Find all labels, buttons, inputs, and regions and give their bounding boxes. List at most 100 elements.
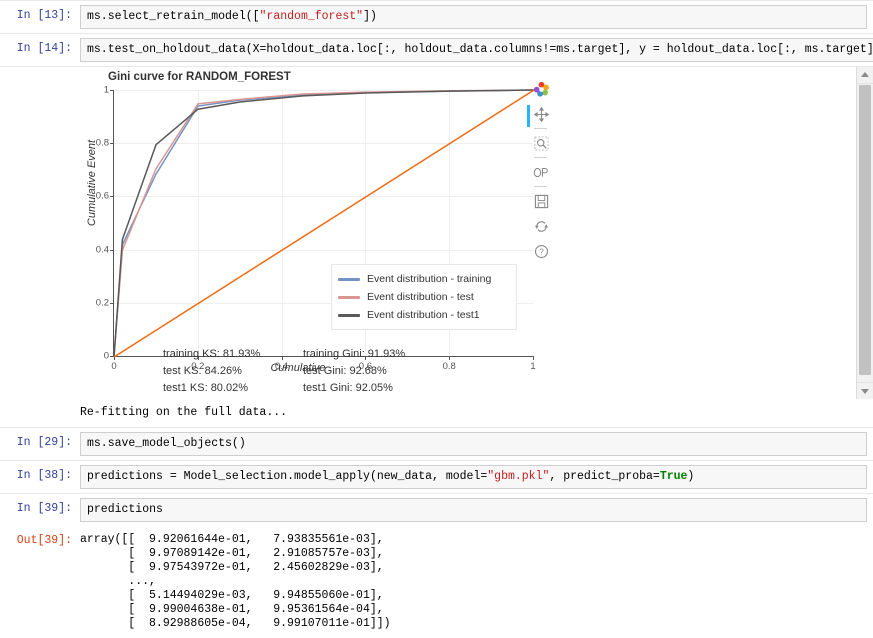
test-ks: test KS: 84.26% bbox=[163, 365, 242, 377]
y-tick-mark bbox=[110, 196, 114, 198]
y-tick-mark bbox=[110, 356, 114, 357]
x-tick-label: 0.4 bbox=[274, 361, 289, 372]
y-tick-mark bbox=[110, 249, 114, 251]
scroll-up-arrow-icon[interactable] bbox=[857, 67, 873, 84]
scroll-down-arrow-icon[interactable] bbox=[857, 382, 873, 399]
gridline-v bbox=[281, 90, 283, 356]
legend-item[interactable]: Event distribution - test1 bbox=[338, 306, 510, 324]
code-editor-13[interactable]: ms.select_retrain_model(["random_forest"… bbox=[80, 5, 867, 29]
x-tick-mark bbox=[281, 356, 283, 360]
chart-series-line bbox=[113, 89, 535, 358]
legend-label: Event distribution - test bbox=[367, 291, 474, 303]
input-area-39[interactable]: predictions bbox=[80, 498, 867, 522]
stream-output-text: Re-fitting on the full data... bbox=[80, 406, 288, 419]
chart-plot-area[interactable]: 0 0.2 0.4 0.6 0.8 1 0 0. bbox=[96, 85, 536, 373]
input-area-29[interactable]: ms.save_model_objects() bbox=[80, 432, 867, 456]
x-tick-mark bbox=[365, 356, 367, 360]
gridline-h bbox=[114, 90, 533, 91]
scrollbar-thumb[interactable] bbox=[859, 85, 871, 375]
gridline-v bbox=[197, 90, 199, 356]
chart-series-line bbox=[113, 89, 535, 358]
output-prompt-39: Out[39]: bbox=[16, 534, 72, 547]
active-tool-indicator bbox=[527, 105, 530, 127]
figure-output-cell: Gini curve for RANDOM_FOREST 0 bbox=[0, 66, 873, 399]
x-axis-label: Cumulative bbox=[270, 362, 326, 374]
x-tick-label: 0 bbox=[111, 361, 117, 372]
test1-ks: test1 KS: 80.02% bbox=[163, 382, 248, 394]
input-prompt-14: In [14]: bbox=[16, 42, 72, 55]
toolbar-divider bbox=[534, 157, 547, 158]
y-tick-mark bbox=[110, 302, 114, 304]
notebook-cell-in-39[interactable]: In [39]: predictions bbox=[0, 493, 873, 526]
y-tick-label: 1 bbox=[103, 84, 109, 96]
gini-curve-chart: Gini curve for RANDOM_FOREST 0 bbox=[78, 71, 549, 399]
legend-label: Event distribution - training bbox=[367, 273, 492, 285]
input-area-14[interactable]: ms.test_on_holdout_data(X=holdout_data.l… bbox=[80, 38, 873, 62]
legend-color-swatch bbox=[338, 277, 360, 281]
code-text: ) bbox=[687, 470, 695, 483]
legend-item[interactable]: Event distribution - test bbox=[338, 288, 510, 306]
chart-title: Gini curve for RANDOM_FOREST bbox=[108, 71, 291, 83]
stream-output-area: Re-fitting on the full data... bbox=[80, 403, 867, 423]
y-tick-label: 0.6 bbox=[95, 190, 109, 202]
test1-gini: test1 Gini: 92.05% bbox=[303, 382, 393, 394]
y-tick-label: 0.2 bbox=[95, 297, 109, 309]
training-ks: training KS: 81.93% bbox=[163, 348, 261, 360]
gridline-h bbox=[114, 249, 533, 251]
code-string-literal: "gbm.pkl" bbox=[487, 470, 550, 483]
move-icon[interactable] bbox=[530, 102, 552, 126]
x-tick-label: 0.2 bbox=[191, 361, 205, 372]
figure-scroll-viewport[interactable]: Gini curve for RANDOM_FOREST 0 bbox=[0, 67, 873, 399]
input-area-13[interactable]: ms.select_retrain_model(["random_forest"… bbox=[80, 5, 867, 29]
gridline-v bbox=[365, 90, 367, 356]
code-editor-29[interactable]: ms.save_model_objects() bbox=[80, 432, 867, 456]
x-tick-mark bbox=[533, 356, 534, 360]
gridline-h bbox=[114, 143, 533, 145]
notebook-cell-in-38[interactable]: In [38]: predictions = Model_selection.m… bbox=[0, 460, 873, 493]
toolbar-divider bbox=[534, 128, 547, 129]
refresh-icon[interactable] bbox=[530, 214, 552, 238]
legend-color-swatch bbox=[338, 295, 360, 299]
code-editor-38[interactable]: predictions = Model_selection.model_appl… bbox=[80, 465, 867, 489]
stats-row-training: training KS: 81.93% training Gini: 91.93… bbox=[163, 346, 523, 363]
gridline-h bbox=[114, 196, 533, 198]
x-tick-label: 1 bbox=[530, 361, 536, 372]
reset-icon[interactable] bbox=[530, 160, 552, 184]
x-tick-label: 0.8 bbox=[442, 361, 456, 372]
mpld3-logo-icon[interactable] bbox=[530, 77, 552, 101]
x-tick-mark bbox=[197, 356, 199, 360]
figure-inner: Gini curve for RANDOM_FOREST 0 bbox=[0, 67, 845, 399]
y-tick-label: 0 bbox=[103, 350, 109, 362]
y-tick-label: 0.8 bbox=[95, 137, 109, 149]
code-text: predictions = Model_selection.model_appl… bbox=[87, 470, 488, 483]
save-icon[interactable] bbox=[530, 189, 552, 213]
input-prompt-39: In [39]: bbox=[16, 502, 72, 515]
code-keyword: True bbox=[659, 470, 688, 483]
help-icon[interactable]: ? bbox=[530, 239, 552, 263]
gridline-v bbox=[449, 90, 451, 356]
code-editor-39[interactable]: predictions bbox=[80, 498, 867, 522]
legend-label: Event distribution - test1 bbox=[367, 309, 480, 321]
notebook-cell-in-29[interactable]: In [29]: ms.save_model_objects() bbox=[0, 427, 873, 460]
output-array-text: array([[ 9.92061644e-01, 7.93835561e-03]… bbox=[80, 533, 391, 630]
gridline-h bbox=[114, 302, 533, 304]
notebook-cell-in-14[interactable]: In [14]: ms.test_on_holdout_data(X=holdo… bbox=[0, 33, 873, 66]
legend-item[interactable]: Event distribution - training bbox=[338, 270, 510, 288]
stats-row-test: test KS: 84.26% test Gini: 92.68% bbox=[163, 363, 523, 380]
figure-vertical-scrollbar[interactable] bbox=[856, 67, 873, 399]
legend-color-swatch bbox=[338, 313, 360, 317]
stats-row-test1: test1 KS: 80.02% test1 Gini: 92.05% bbox=[163, 380, 523, 397]
notebook-cell-in-13[interactable]: In [13]: ms.select_retrain_model(["rando… bbox=[0, 0, 873, 33]
input-prompt-29: In [29]: bbox=[16, 436, 72, 449]
code-string-literal: "random_forest" bbox=[259, 10, 364, 23]
input-area-38[interactable]: predictions = Model_selection.model_appl… bbox=[80, 465, 867, 489]
mpld3-toolbar[interactable]: ? bbox=[527, 77, 558, 264]
stream-output-cell: Re-fitting on the full data... bbox=[0, 399, 873, 427]
notebook-cell-out-39: Out[39]: array([[ 9.92061644e-01, 7.9383… bbox=[0, 526, 873, 638]
zoom-box-icon[interactable] bbox=[530, 131, 552, 155]
output-area-39: array([[ 9.92061644e-01, 7.93835561e-03]… bbox=[80, 530, 867, 634]
chart-curves bbox=[113, 89, 535, 358]
input-prompt-38: In [38]: bbox=[16, 469, 72, 482]
code-editor-14[interactable]: ms.test_on_holdout_data(X=holdout_data.l… bbox=[80, 38, 873, 62]
x-tick-mark bbox=[449, 356, 451, 360]
